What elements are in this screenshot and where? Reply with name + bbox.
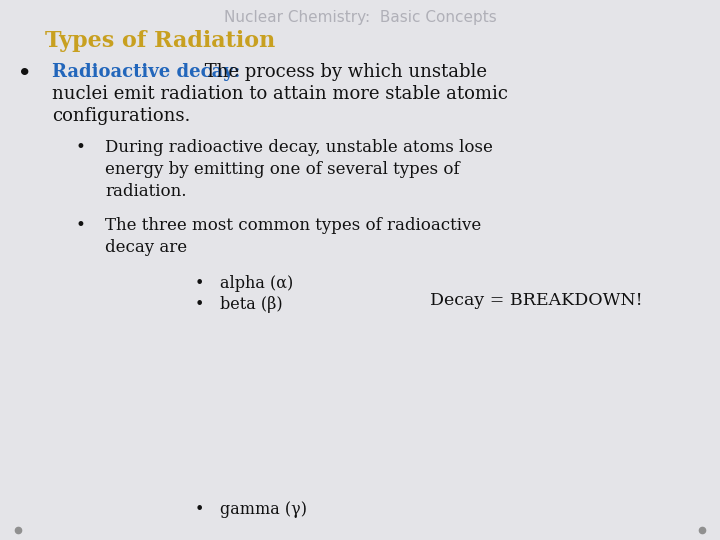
Text: •: • [75,139,85,156]
Text: beta (β): beta (β) [220,296,283,313]
Text: •: • [195,501,204,518]
Text: decay are: decay are [105,239,187,256]
Text: nuclei emit radiation to attain more stable atomic: nuclei emit radiation to attain more sta… [52,85,508,103]
Text: Nuclear Chemistry:  Basic Concepts: Nuclear Chemistry: Basic Concepts [224,10,496,25]
Text: Types of Radiation: Types of Radiation [45,30,275,52]
Text: The three most common types of radioactive: The three most common types of radioacti… [105,217,481,234]
Text: Radioactive decay:: Radioactive decay: [52,63,240,81]
Text: The process by which unstable: The process by which unstable [199,63,487,81]
Text: configurations.: configurations. [52,107,190,125]
Text: gamma (γ): gamma (γ) [220,501,307,518]
Text: During radioactive decay, unstable atoms lose: During radioactive decay, unstable atoms… [105,139,493,156]
Text: •: • [75,217,85,234]
Text: alpha (α): alpha (α) [220,275,293,292]
Text: radiation.: radiation. [105,183,186,200]
Text: Decay = BREAKDOWN!: Decay = BREAKDOWN! [430,292,643,309]
Text: energy by emitting one of several types of: energy by emitting one of several types … [105,161,459,178]
Text: •: • [18,63,32,83]
Text: •: • [195,275,204,292]
Text: •: • [195,296,204,313]
